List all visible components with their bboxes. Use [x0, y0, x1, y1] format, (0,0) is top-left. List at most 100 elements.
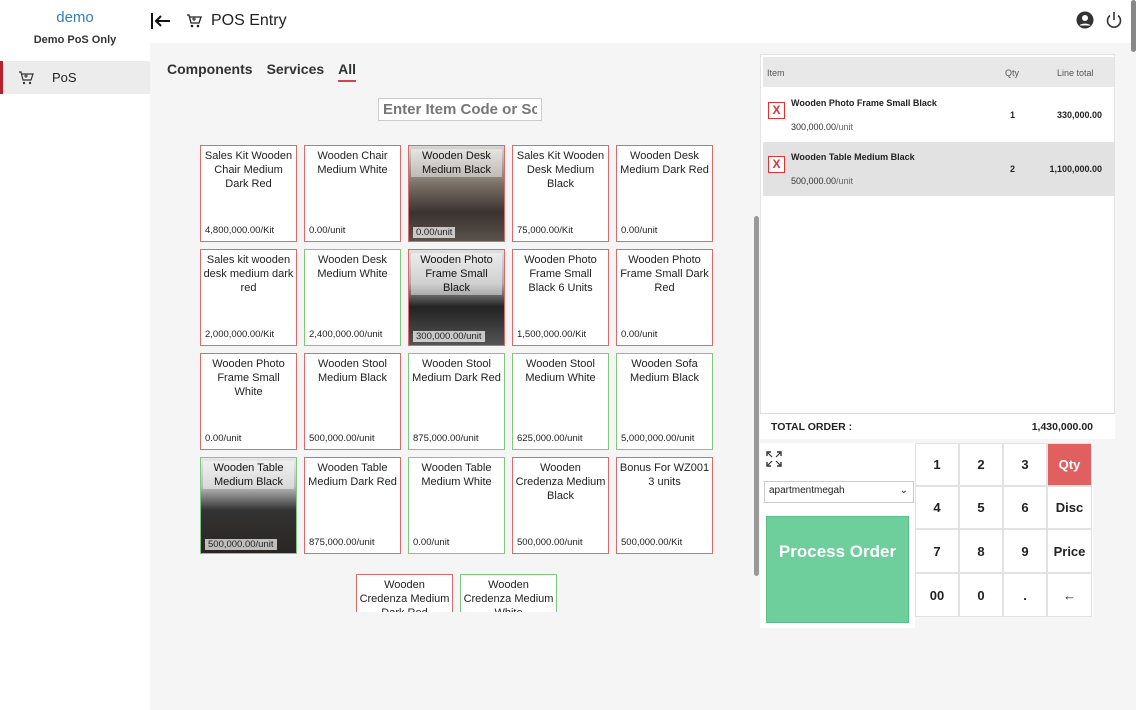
- keypad-key[interactable]: 4: [915, 486, 959, 529]
- keypad-key[interactable]: 00: [915, 573, 959, 617]
- product-price: 0.00/unit: [413, 227, 456, 238]
- keypad-key[interactable]: 5: [959, 486, 1003, 529]
- location-select[interactable]: apartmentmegah ⌄: [764, 481, 914, 503]
- process-order-button[interactable]: Process Order: [766, 516, 909, 623]
- product-name: Wooden Stool Medium White: [525, 358, 596, 384]
- product-price: 0.00/unit: [413, 537, 450, 548]
- product-price: 500,000.00/unit: [517, 537, 583, 548]
- product-card[interactable]: Wooden Desk Medium Black 0.00/unit: [408, 145, 505, 242]
- remove-item-button[interactable]: X: [768, 156, 785, 173]
- product-name: Wooden Desk Medium White: [317, 254, 388, 280]
- keypad-key[interactable]: 1: [915, 443, 959, 486]
- product-name: Wooden Sofa Medium Black: [629, 358, 700, 384]
- keypad-key[interactable]: 9: [1003, 529, 1047, 573]
- keypad-key[interactable]: 3: [1003, 443, 1047, 486]
- keypad-key[interactable]: 2: [959, 443, 1003, 486]
- product-card[interactable]: Sales Kit Wooden Desk Medium Black 75,000…: [512, 145, 609, 242]
- product-card[interactable]: Wooden Photo Frame Small Black 6 Units 1,…: [512, 249, 609, 346]
- product-name: Wooden Stool Medium Dark Red: [412, 358, 501, 384]
- keypad-key[interactable]: 8: [959, 529, 1003, 573]
- product-price: 75,000.00/Kit: [517, 225, 573, 236]
- product-card[interactable]: Wooden Stool Medium Black 500,000.00/unit: [304, 353, 401, 450]
- product-card[interactable]: Wooden Table Medium Black 500,000.00/unit: [200, 457, 297, 554]
- remove-item-button[interactable]: X: [768, 102, 785, 119]
- product-card[interactable]: Wooden Table Medium Dark Red 875,000.00/u…: [304, 457, 401, 554]
- product-card[interactable]: Wooden Desk Medium White 2,400,000.00/uni…: [304, 249, 401, 346]
- numeric-keypad: 1 2 3 Qty 4 5 6 Disc 7 8 9 Price 00 0. ←: [915, 443, 1093, 617]
- product-price: 0.00/unit: [309, 225, 346, 236]
- product-name: Wooden Photo Frame Small Black: [411, 253, 502, 295]
- product-card[interactable]: Wooden Stool Medium Dark Red 875,000.00/u…: [408, 353, 505, 450]
- product-card[interactable]: Wooden Chair Medium White 0.00/unit: [304, 145, 401, 242]
- product-card[interactable]: Wooden Credenza Medium Black 500,000.00/u…: [512, 457, 609, 554]
- order-item-qty: 1: [1010, 110, 1016, 120]
- sidebar: demo Demo PoS Only PoS: [0, 0, 150, 710]
- order-item-qty: 2: [1010, 164, 1016, 174]
- keypad-key[interactable]: .: [1003, 573, 1047, 617]
- product-card[interactable]: Wooden Photo Frame Small Black 300,000.00…: [408, 249, 505, 346]
- location-select-value: apartmentmegah: [769, 485, 845, 496]
- fullscreen-icon[interactable]: [766, 451, 782, 467]
- item-search-input[interactable]: [378, 98, 542, 121]
- product-price: 0.00/unit: [621, 225, 658, 236]
- product-name: Wooden Credenza Medium Dark Red: [359, 579, 450, 612]
- price-mode-button[interactable]: Price: [1047, 529, 1092, 573]
- total-order-label: TOTAL ORDER :: [771, 421, 853, 433]
- backspace-button[interactable]: ←: [1047, 573, 1092, 617]
- product-grid: Sales Kit Wooden Chair Medium Dark Red 4,…: [200, 145, 720, 612]
- user-account-icon[interactable]: [1076, 11, 1094, 29]
- order-item-total: 1,100,000.00: [1049, 164, 1102, 174]
- product-card[interactable]: Wooden Credenza Medium Dark Red: [356, 574, 453, 612]
- product-price: 1,500,000.00/Kit: [517, 329, 587, 340]
- order-total-bar: TOTAL ORDER : 1,430,000.00: [760, 413, 1115, 439]
- product-name: Wooden Desk Medium Dark Red: [620, 150, 709, 176]
- tab-services[interactable]: Services: [266, 61, 325, 77]
- power-icon[interactable]: [1105, 11, 1123, 29]
- product-name: Wooden Table Medium Black: [203, 461, 294, 489]
- cart-icon: [187, 14, 202, 28]
- top-bar: POS Entry: [150, 0, 1136, 43]
- product-name: Bonus For WZ001 3 units: [619, 462, 710, 488]
- order-item-unit-price: 500,000.00/unit: [791, 176, 853, 186]
- product-price: 875,000.00/unit: [309, 537, 375, 548]
- unit-label: /unit: [836, 176, 854, 186]
- product-card[interactable]: Bonus For WZ001 3 units 500,000.00/Kit: [616, 457, 713, 554]
- product-price: 500,000.00/Kit: [621, 537, 683, 548]
- collapse-sidebar-icon[interactable]: [150, 12, 172, 30]
- discount-mode-button[interactable]: Disc: [1047, 486, 1092, 529]
- product-card[interactable]: Sales kit wooden desk medium dark red 2,0…: [200, 249, 297, 346]
- product-price: 500,000.00/unit: [309, 433, 375, 444]
- product-grid-scrollbar[interactable]: [754, 216, 759, 576]
- product-card[interactable]: Wooden Stool Medium White 625,000.00/unit: [512, 353, 609, 450]
- order-table-header: Item Qty Line total: [763, 57, 1114, 87]
- tab-all[interactable]: All: [338, 61, 357, 82]
- product-card[interactable]: Wooden Photo Frame Small White 0.00/unit: [200, 353, 297, 450]
- tab-components[interactable]: Components: [167, 61, 253, 77]
- category-tabs: Components Services All: [167, 61, 357, 82]
- page-title: POS Entry: [211, 12, 287, 29]
- product-name: Sales Kit Wooden Chair Medium Dark Red: [204, 150, 293, 190]
- brand-name[interactable]: demo: [56, 9, 94, 26]
- order-row-selected[interactable]: X Wooden Table Medium Black 500,000.00/u…: [763, 142, 1114, 196]
- product-card[interactable]: Wooden Credenza Medium White: [460, 574, 557, 612]
- column-header-line-total: Line total: [1057, 68, 1094, 78]
- product-card[interactable]: Wooden Sofa Medium Black 5,000,000.00/uni…: [616, 353, 713, 450]
- product-card[interactable]: Wooden Desk Medium Dark Red 0.00/unit: [616, 145, 713, 242]
- product-price: 5,000,000.00/unit: [621, 433, 695, 444]
- product-card[interactable]: Wooden Photo Frame Small Dark Red 0.00/un…: [616, 249, 713, 346]
- page-scrollbar[interactable]: [1131, 0, 1136, 52]
- sidebar-item-pos[interactable]: PoS: [0, 61, 150, 94]
- product-card[interactable]: Sales Kit Wooden Chair Medium Dark Red 4,…: [200, 145, 297, 242]
- product-name: Wooden Credenza Medium Black: [515, 462, 606, 502]
- product-card[interactable]: Wooden Table Medium White 0.00/unit: [408, 457, 505, 554]
- order-controls: apartmentmegah ⌄ Process Order: [760, 443, 915, 628]
- keypad-key[interactable]: 7: [915, 529, 959, 573]
- keypad-key[interactable]: 6: [1003, 486, 1047, 529]
- keypad-key[interactable]: 0: [959, 573, 1003, 617]
- product-price: 0.00/unit: [621, 329, 658, 340]
- order-row[interactable]: X Wooden Photo Frame Small Black 300,000…: [763, 88, 1114, 142]
- product-price: 875,000.00/unit: [413, 433, 479, 444]
- qty-mode-button[interactable]: Qty: [1047, 443, 1092, 486]
- sidebar-item-label: PoS: [52, 70, 77, 85]
- product-name: Wooden Table Medium Dark Red: [308, 462, 397, 488]
